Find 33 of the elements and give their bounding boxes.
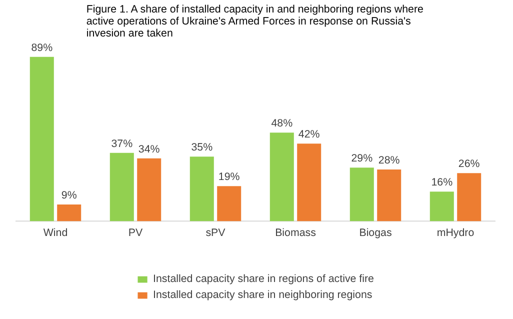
bar — [217, 186, 242, 222]
bar — [137, 158, 162, 222]
data-label: 35% — [191, 142, 214, 154]
x-tick-label: PV — [128, 227, 144, 240]
chart-title: Figure 1. A share of installed capacity in and neighboring regions where active operations of Ukraine's Armed Forces in response on Russia's invesion are taken — [86, 4, 424, 40]
data-label: 89% — [31, 42, 54, 54]
bar — [110, 152, 134, 222]
bar — [350, 168, 374, 222]
x-tick-label: Wind — [43, 227, 68, 240]
bar — [457, 173, 482, 222]
data-label: 29% — [351, 152, 374, 165]
x-tick-label: Biomass — [275, 227, 316, 240]
data-label: 34% — [138, 143, 160, 156]
data-label: 16% — [431, 176, 454, 189]
data-label: 48% — [271, 118, 294, 130]
data-label: 9% — [61, 190, 78, 202]
bar — [270, 132, 294, 222]
bar — [30, 56, 54, 222]
bar — [190, 156, 214, 222]
bar — [430, 192, 454, 222]
x-tick-label: mHydro — [436, 227, 474, 240]
legend-label: Installed capacity share in regions of active fire — [153, 273, 374, 285]
data-label: 28% — [378, 154, 400, 166]
x-tick-label: sPV — [206, 227, 226, 240]
data-label: 37% — [111, 138, 134, 150]
data-label: 42% — [298, 128, 320, 141]
bar — [377, 169, 402, 222]
data-label: 19% — [218, 171, 240, 184]
bar — [297, 144, 322, 222]
x-tick-label: Biogas — [359, 227, 392, 240]
bar — [57, 204, 82, 222]
data-label: 26% — [458, 158, 480, 170]
legend-label: Installed capacity share in neighboring regions — [153, 289, 372, 301]
